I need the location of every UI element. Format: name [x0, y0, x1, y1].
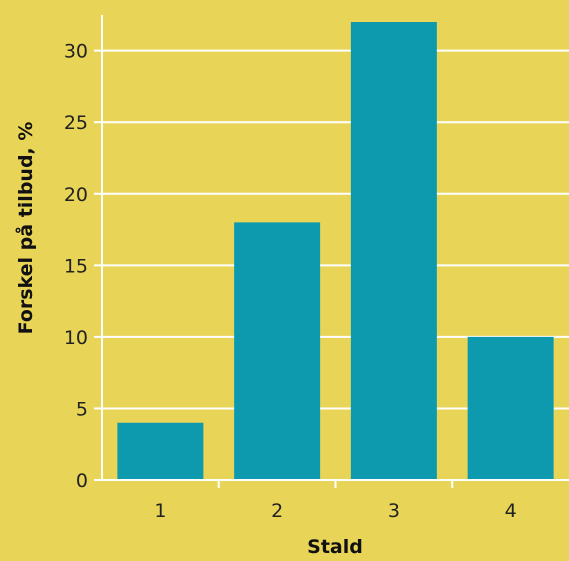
y-tick-label: 10: [64, 327, 88, 349]
x-tick-label: 2: [271, 500, 283, 522]
y-axis-title: Forskel på tilbud, %: [13, 122, 37, 335]
x-axis-title: Stald: [307, 536, 363, 558]
y-tick-label: 5: [76, 398, 88, 420]
x-tick-label: 1: [154, 500, 166, 522]
y-tick-label: 30: [64, 41, 88, 63]
bar-1: [117, 422, 204, 480]
x-tick-labels: 1 2 3 4: [154, 500, 516, 522]
bar-2: [234, 222, 321, 480]
y-tick-label: 25: [64, 112, 88, 134]
bars: [117, 22, 554, 480]
x-tick-label: 4: [505, 500, 517, 522]
bar-4: [467, 336, 554, 480]
bar-3: [350, 22, 437, 480]
y-tick-labels: 0 5 10 15 20 25 30: [64, 41, 88, 492]
x-tick-label: 3: [388, 500, 400, 522]
y-tick-label: 20: [64, 184, 88, 206]
y-tick-label: 0: [76, 470, 88, 492]
y-tick-label: 15: [64, 255, 88, 277]
axes: [94, 15, 569, 488]
